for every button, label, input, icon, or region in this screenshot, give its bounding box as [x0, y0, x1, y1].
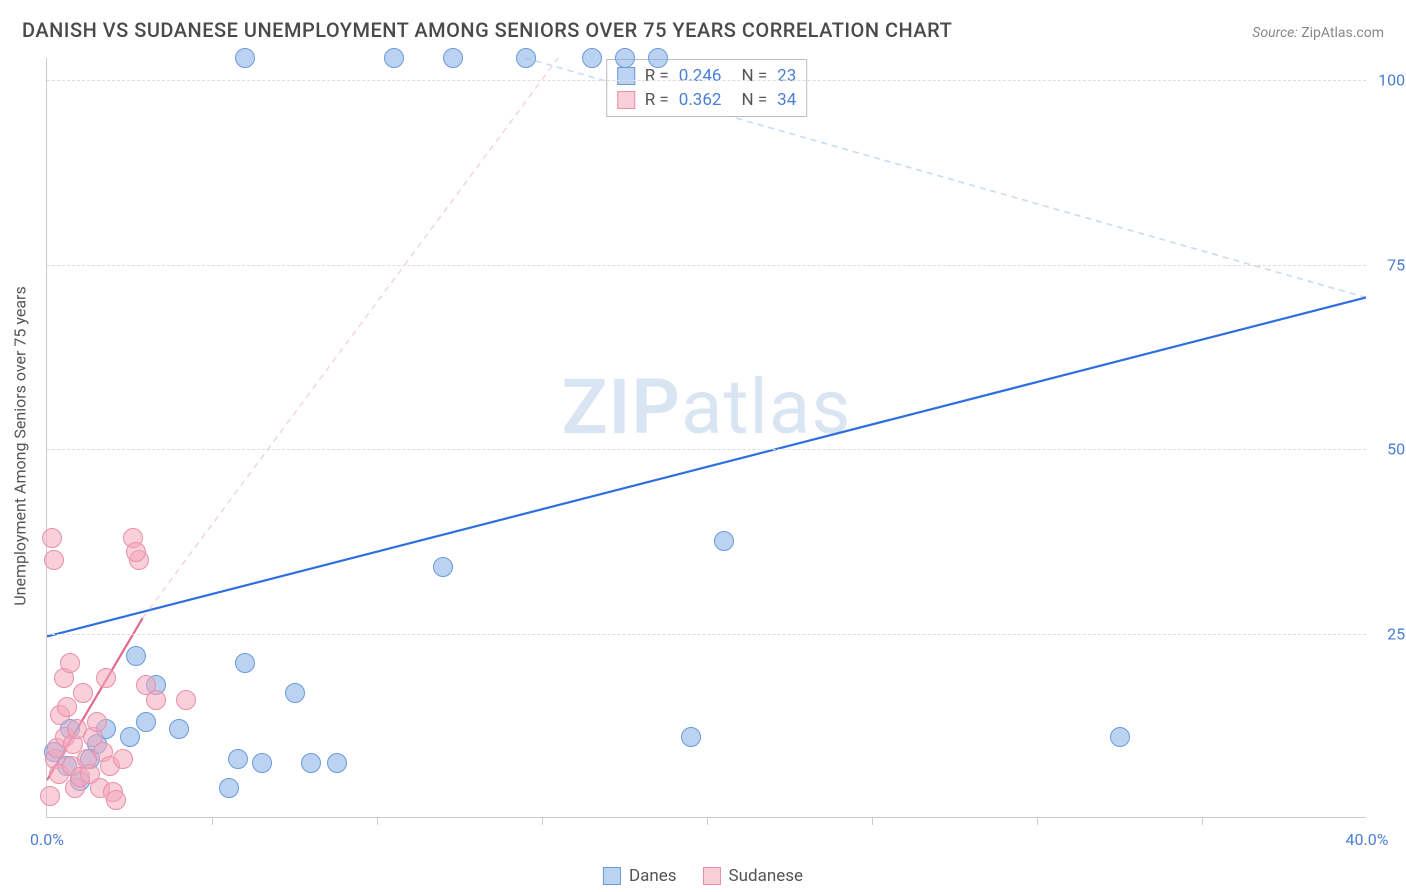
x-tick-mark [1037, 817, 1038, 825]
data-point-danes [120, 727, 140, 747]
data-point-danes [301, 753, 321, 773]
stat-n-danes: 23 [777, 66, 796, 86]
y-axis-label: Unemployment Among Seniors over 75 years [11, 286, 30, 605]
data-point-danes [615, 48, 635, 68]
data-point-sudanese [73, 683, 93, 703]
data-point-danes [516, 48, 536, 68]
x-tick-mark [872, 817, 873, 825]
data-point-danes [443, 48, 463, 68]
data-point-sudanese [146, 690, 166, 710]
y-tick-label: 25.0% [1387, 624, 1406, 643]
data-point-sudanese [176, 690, 196, 710]
swatch-pink-icon [703, 867, 721, 885]
x-tick-mark [212, 817, 213, 825]
data-point-danes [235, 653, 255, 673]
data-point-danes [681, 727, 701, 747]
grid-line-h [47, 449, 1366, 450]
data-point-danes [136, 712, 156, 732]
data-point-danes [433, 557, 453, 577]
stats-row-danes: R = 0.246 N = 23 [617, 64, 797, 88]
source-name: ZipAtlas.com [1301, 25, 1384, 41]
data-point-danes [714, 531, 734, 551]
stat-r-danes: 0.246 [679, 66, 722, 86]
data-point-danes [219, 778, 239, 798]
data-point-danes [1110, 727, 1130, 747]
data-point-sudanese [106, 790, 126, 810]
stat-r-label: R = [645, 90, 669, 110]
data-point-danes [327, 753, 347, 773]
source-attribution: Source: ZipAtlas.com [1252, 25, 1384, 41]
data-point-sudanese [126, 542, 146, 562]
grid-line-h [47, 634, 1366, 635]
x-tick-label: 40.0% [1346, 830, 1389, 849]
x-tick-mark [542, 817, 543, 825]
swatch-blue-icon [603, 867, 621, 885]
stat-n-label: N = [741, 90, 767, 110]
chart-container: DANISH VS SUDANESE UNEMPLOYMENT AMONG SE… [0, 0, 1406, 892]
data-point-danes [126, 646, 146, 666]
data-point-sudanese [40, 786, 60, 806]
swatch-blue-icon [617, 67, 635, 85]
data-point-sudanese [57, 697, 77, 717]
x-tick-mark [707, 817, 708, 825]
data-point-sudanese [87, 712, 107, 732]
stat-r-sudanese: 0.362 [679, 90, 722, 110]
stat-n-label: N = [741, 66, 767, 86]
x-tick-mark [377, 817, 378, 825]
watermark-part-a: ZIP [562, 362, 682, 452]
series-legend: Danes Sudanese [603, 866, 803, 886]
data-point-danes [582, 48, 602, 68]
y-tick-label: 75.0% [1387, 255, 1406, 274]
data-point-sudanese [60, 653, 80, 673]
legend-item-danes: Danes [603, 866, 677, 886]
data-point-danes [384, 48, 404, 68]
legend-item-sudanese: Sudanese [703, 866, 804, 886]
data-point-danes [648, 48, 668, 68]
grid-line-h [47, 265, 1366, 266]
legend-label-danes: Danes [629, 866, 677, 886]
x-tick-mark [1202, 817, 1203, 825]
x-tick-label: 0.0% [30, 830, 64, 849]
data-point-sudanese [96, 668, 116, 688]
plot-area: ZIPatlas R = 0.246 N = 23 R = 0.362 N = … [46, 58, 1366, 818]
swatch-pink-icon [617, 91, 635, 109]
data-point-danes [235, 48, 255, 68]
y-tick-label: 50.0% [1387, 440, 1406, 459]
chart-title: DANISH VS SUDANESE UNEMPLOYMENT AMONG SE… [22, 18, 952, 42]
data-point-sudanese [113, 749, 133, 769]
grid-line-h [47, 80, 1366, 81]
trend-lines [47, 58, 1366, 817]
stat-r-label: R = [645, 66, 669, 86]
stats-legend: R = 0.246 N = 23 R = 0.362 N = 34 [606, 59, 808, 117]
legend-label-sudanese: Sudanese [729, 866, 804, 886]
watermark-part-b: atlas [681, 362, 851, 452]
data-point-danes [285, 683, 305, 703]
stat-n-sudanese: 34 [777, 90, 796, 110]
stats-row-sudanese: R = 0.362 N = 34 [617, 88, 797, 112]
data-point-sudanese [44, 550, 64, 570]
watermark: ZIPatlas [562, 362, 852, 452]
data-point-danes [169, 719, 189, 739]
data-point-danes [252, 753, 272, 773]
data-point-sudanese [42, 528, 62, 548]
data-point-danes [228, 749, 248, 769]
source-label: Source: [1252, 25, 1297, 41]
y-tick-label: 100.0% [1378, 71, 1406, 90]
header-bar: DANISH VS SUDANESE UNEMPLOYMENT AMONG SE… [22, 18, 1384, 42]
